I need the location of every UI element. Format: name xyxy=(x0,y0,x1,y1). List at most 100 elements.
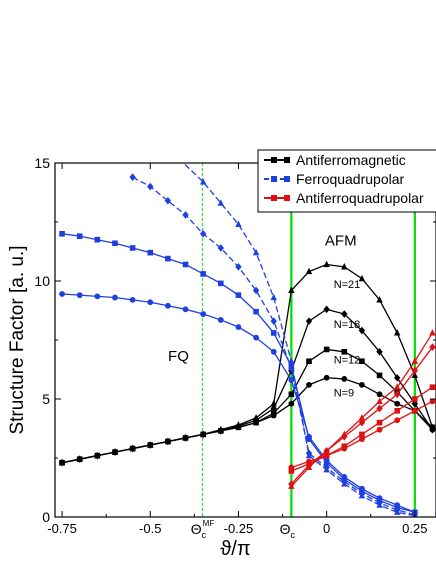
data-point xyxy=(394,400,401,407)
data-point xyxy=(288,482,295,489)
data-point xyxy=(376,391,383,398)
data-point xyxy=(288,377,295,384)
x-tick-label: -0.25 xyxy=(224,521,254,536)
data-point xyxy=(359,381,365,388)
data-point xyxy=(359,358,365,365)
data-point xyxy=(129,173,136,181)
data-point xyxy=(147,182,154,191)
data-point xyxy=(217,425,225,433)
legend-label: Antiferroquadrupolar xyxy=(296,190,424,206)
data-point xyxy=(376,426,383,433)
data-point xyxy=(253,308,259,315)
data-point xyxy=(306,436,312,442)
series-antiferromagnetic-n21 xyxy=(58,260,436,466)
data-point xyxy=(111,448,119,455)
annotation-label: AFM xyxy=(325,233,357,250)
data-point xyxy=(164,302,171,309)
data-point xyxy=(182,211,189,219)
legend-swatch-marker xyxy=(271,157,277,163)
series-line xyxy=(132,176,416,516)
data-point xyxy=(129,444,136,452)
x-tick-label: -0.75 xyxy=(47,521,77,536)
data-point xyxy=(288,357,295,364)
data-point xyxy=(270,330,277,336)
data-point xyxy=(235,220,242,227)
data-point xyxy=(358,418,366,427)
annotation-label: FQ xyxy=(168,348,189,365)
data-point xyxy=(270,317,277,325)
data-point xyxy=(306,358,312,365)
data-point xyxy=(147,441,154,448)
data-point xyxy=(112,294,118,301)
annotation-label: N=12 xyxy=(334,355,361,367)
data-point xyxy=(358,491,366,499)
data-point xyxy=(59,231,65,237)
data-point xyxy=(76,233,83,239)
data-point xyxy=(323,260,330,268)
data-point xyxy=(288,400,295,407)
y-tick-label: 5 xyxy=(42,391,50,407)
data-point xyxy=(305,317,313,325)
data-point xyxy=(341,430,348,437)
theta-sup: MF xyxy=(203,519,215,528)
x-tick-label: 0.25 xyxy=(402,521,427,536)
data-point xyxy=(393,329,401,336)
data-point xyxy=(376,419,383,426)
data-point xyxy=(429,343,436,351)
data-point xyxy=(147,249,154,256)
data-point xyxy=(182,261,189,268)
annotation-label: N=9 xyxy=(334,388,355,400)
data-point xyxy=(323,346,330,353)
annotation-label: N=21 xyxy=(334,279,361,291)
data-point xyxy=(270,410,277,416)
data-point xyxy=(217,199,225,206)
data-point xyxy=(376,397,383,404)
data-point xyxy=(235,324,242,330)
data-point xyxy=(393,373,401,382)
data-point xyxy=(59,291,65,297)
data-point xyxy=(376,404,383,413)
data-point xyxy=(323,459,330,466)
data-point xyxy=(165,255,171,262)
data-point xyxy=(175,154,181,160)
data-point xyxy=(76,292,83,299)
data-point xyxy=(411,371,419,378)
legend-swatch-marker xyxy=(271,176,277,182)
data-point xyxy=(253,334,259,341)
data-point xyxy=(411,407,418,414)
data-point xyxy=(288,391,295,398)
data-point xyxy=(429,329,436,336)
legend-label: Ferroquadrupolar xyxy=(296,171,405,187)
legend-label: Antiferromagnetic xyxy=(296,152,406,168)
plot-frame xyxy=(54,162,436,518)
series-ferroquadrupolar-n21 xyxy=(175,154,418,517)
data-point xyxy=(323,466,330,473)
series-antiferromagnetic-n18 xyxy=(58,305,436,467)
data-point xyxy=(164,196,172,205)
series-line xyxy=(61,263,434,464)
data-point xyxy=(393,508,401,515)
data-point xyxy=(376,372,383,379)
data-point xyxy=(200,311,207,317)
data-point xyxy=(393,383,401,390)
data-point xyxy=(199,430,207,437)
series-antiferroquadrupolar-n21 xyxy=(288,329,436,489)
y-tick-label: 10 xyxy=(34,273,50,289)
data-point xyxy=(147,299,154,306)
data-point xyxy=(94,451,101,459)
data-point xyxy=(341,376,348,382)
data-point xyxy=(305,267,313,275)
data-point xyxy=(252,286,260,295)
data-point xyxy=(112,240,118,247)
data-point xyxy=(359,436,365,443)
data-point xyxy=(376,348,383,356)
series-ferroquadrupolar-n9 xyxy=(59,291,418,516)
data-point xyxy=(217,317,224,323)
data-point xyxy=(323,374,330,381)
data-point xyxy=(394,417,401,424)
data-point xyxy=(358,326,366,335)
x-tick-label: -0.5 xyxy=(139,521,161,536)
legend-swatch-marker xyxy=(284,157,290,163)
data-point xyxy=(94,293,101,300)
